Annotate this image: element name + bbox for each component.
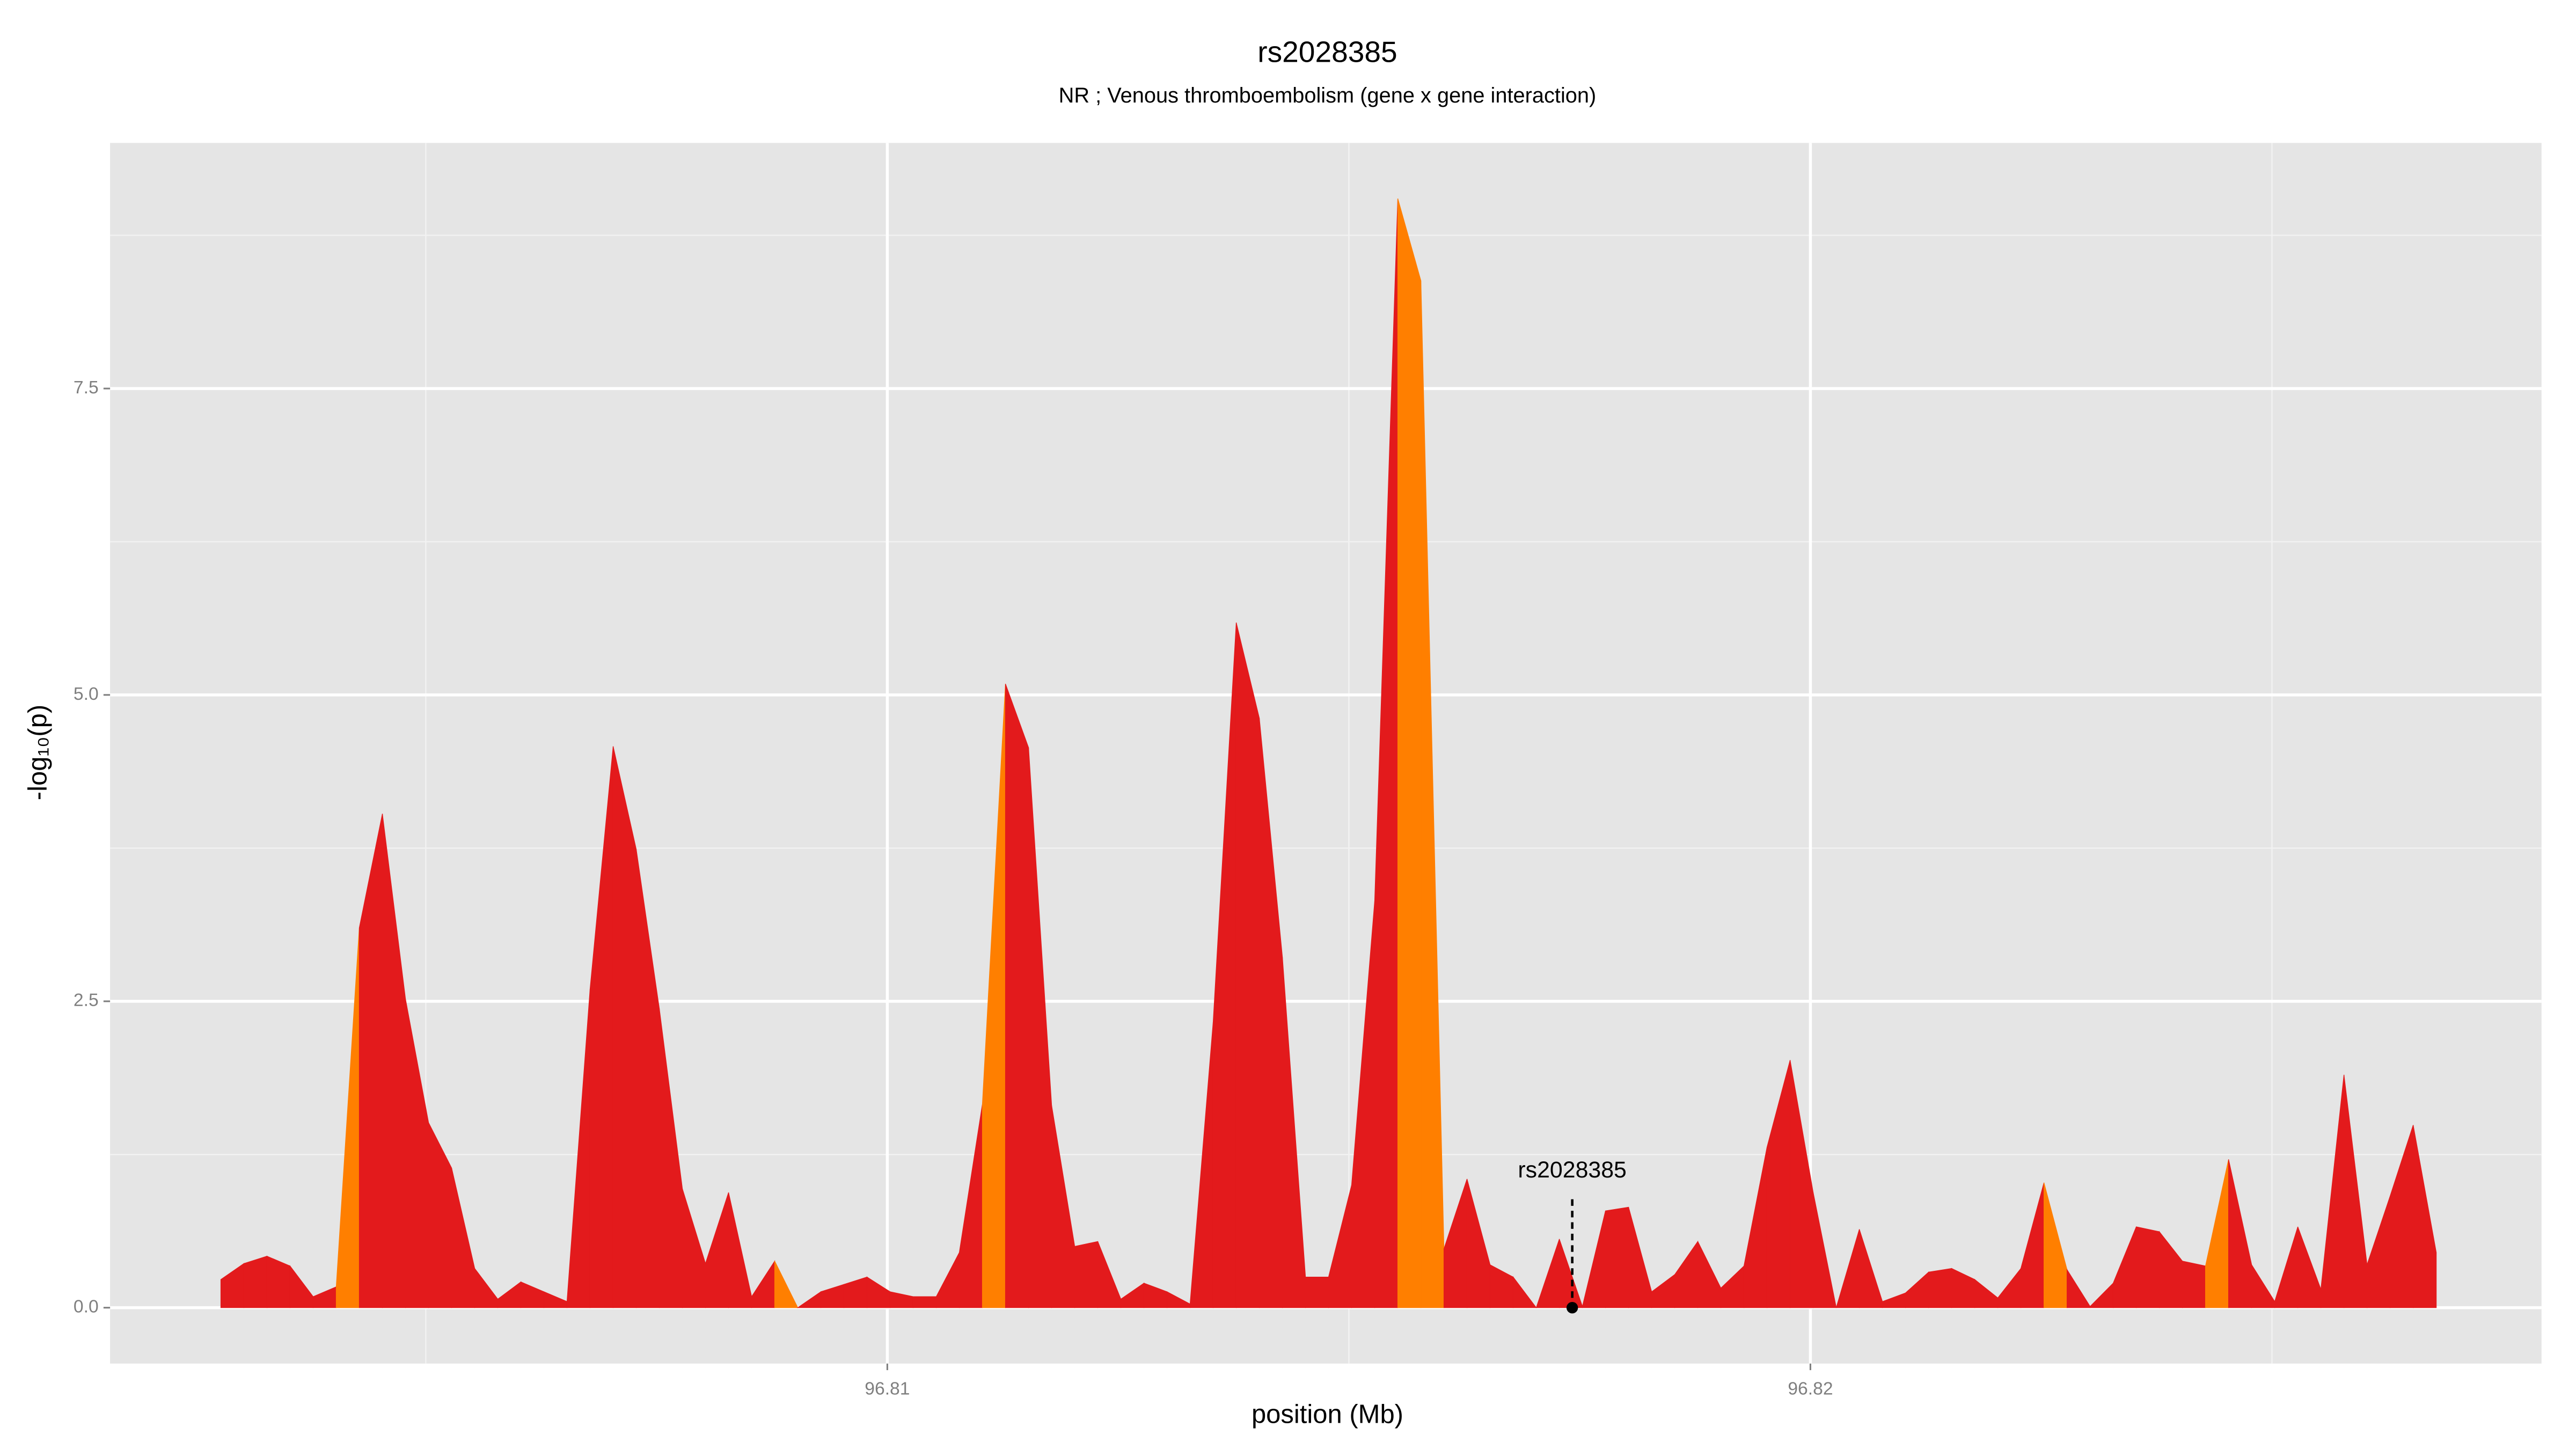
area-segment [912,1296,937,1308]
area-segment [774,1261,799,1308]
area-segment [1397,198,1422,1308]
y-tick-label: 2.5 [74,991,99,1011]
area-segment [2182,1261,2206,1308]
area-segment [1074,1241,1099,1308]
area-segment [243,1255,268,1308]
area-segment [1005,684,1029,1308]
area-segment [2136,1226,2160,1308]
area-segment [2413,1125,2437,1308]
area [220,198,2437,1308]
plot-panel [110,143,2542,1364]
x-axis-label: position (Mb) [1252,1400,1403,1429]
y-tick-label: 0.0 [74,1297,99,1317]
y-axis-label: -log₁₀(p) [23,705,52,800]
annotation-point [1566,1301,1578,1314]
area-segment [1605,1206,1629,1308]
axes: 96.81 96.82 0.0 2.5 5.0 7.5 rs2028385 [74,378,1833,1399]
area-segment [1512,1276,1537,1308]
area-segment [1928,1268,1952,1308]
area-segment [1235,622,1260,1308]
x-tick-label: 96.82 [1788,1379,1833,1399]
area-segment [1812,1192,1837,1308]
area-segment [1305,1276,1329,1308]
chart-title: rs2028385 [1257,35,1397,69]
annotation-label: rs2028385 [1518,1157,1626,1183]
y-tick-label: 7.5 [74,378,99,398]
x-tick-label: 96.81 [865,1379,910,1399]
chart-subtitle: NR ; Venous thromboembolism (gene x gene… [1059,84,1597,107]
y-tick-label: 5.0 [74,684,99,704]
